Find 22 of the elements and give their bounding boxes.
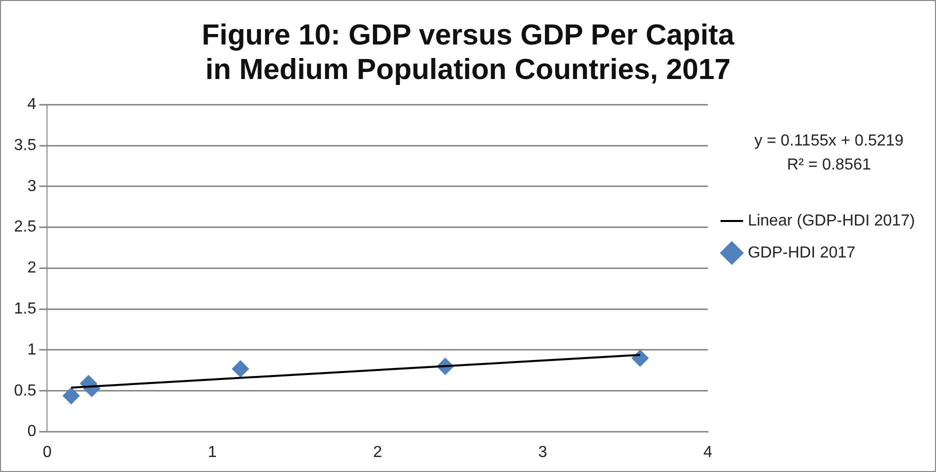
point <box>232 360 249 378</box>
y-tick-label: 1.5 <box>14 300 36 318</box>
point <box>632 350 649 367</box>
y-tick-label: 0 <box>27 423 36 440</box>
text: y = 0.1155x + 0.5219 <box>754 132 904 150</box>
y-tick-label: 3.5 <box>14 136 36 154</box>
y-tick-label: 0.5 <box>14 382 36 400</box>
y-tick-label: 4 <box>27 96 36 114</box>
x-tick-label: 4 <box>703 444 712 461</box>
legend-label: GDP-HDI 2017 <box>748 244 856 262</box>
chart-title: Figure 10: GDP versus GDP Per Capita in Medium Population Countries, 2017 <box>202 19 736 86</box>
y-tick-label: 1 <box>27 341 36 358</box>
x-tick-label: 3 <box>538 444 548 461</box>
point <box>62 387 80 404</box>
legend-label: Linear (GDP-HDI 2017) <box>748 212 915 230</box>
text: R² = 0.8561 <box>786 156 872 174</box>
y-tick-label: 3 <box>27 178 36 195</box>
x-tick-label: 1 <box>208 444 217 461</box>
x-tick-label: 2 <box>373 444 382 461</box>
y-tick-label: 2 <box>27 260 36 277</box>
x-tick-label: 0 <box>42 444 52 461</box>
y-tick-label: 2.5 <box>14 218 36 236</box>
